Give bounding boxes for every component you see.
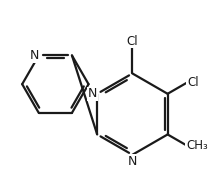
Text: Cl: Cl [127,35,138,48]
Text: CH₃: CH₃ [186,139,208,152]
Text: N: N [88,87,97,100]
Text: Cl: Cl [187,76,199,89]
Text: N: N [29,49,39,62]
Text: N: N [128,155,137,168]
